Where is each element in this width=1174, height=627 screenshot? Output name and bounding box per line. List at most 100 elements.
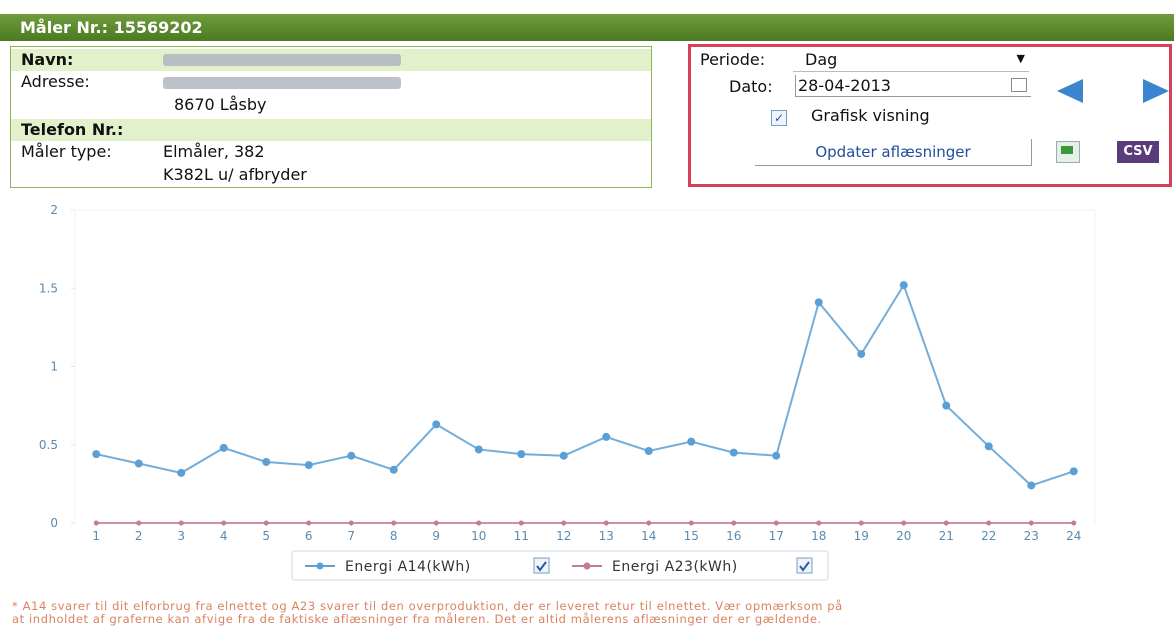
series-point (943, 520, 949, 526)
series-point (1071, 520, 1077, 526)
series-point (263, 520, 269, 526)
navn-label: Navn: (21, 50, 74, 69)
periode-select[interactable]: Dag ▼ (793, 49, 1029, 72)
update-button[interactable]: Opdater aflæsninger (755, 139, 1032, 166)
x-tick-label: 12 (556, 529, 571, 543)
x-tick-label: 7 (347, 529, 355, 543)
x-tick-label: 3 (177, 529, 185, 543)
series-point (134, 459, 143, 468)
series-point (262, 457, 271, 466)
adresse-row-2: 8670 Låsby (11, 94, 651, 116)
series-point (688, 520, 694, 526)
grafisk-label: Grafisk visning (811, 106, 930, 125)
legend-checkbox[interactable] (796, 557, 813, 574)
dato-value: 28-04-2013 (798, 76, 891, 95)
series-point (814, 298, 823, 307)
series-point (984, 442, 993, 451)
nav-arrows (1057, 79, 1169, 103)
series-point (942, 401, 951, 410)
dato-input[interactable]: 28-04-2013 (795, 75, 1031, 97)
x-tick-label: 6 (305, 529, 313, 543)
check-mark (536, 561, 547, 572)
x-tick-label: 16 (726, 529, 741, 543)
series-point (219, 443, 228, 452)
y-tick-label: 1.5 (39, 281, 58, 295)
series-point (474, 445, 483, 454)
series-point (221, 520, 227, 526)
legend-marker (583, 562, 591, 570)
x-tick-label: 21 (939, 529, 954, 543)
x-tick-label: 22 (981, 529, 996, 543)
x-tick-label: 2 (135, 529, 143, 543)
periode-value: Dag (805, 50, 838, 69)
legend-label: Energi A14(kWh) (345, 559, 471, 575)
series-point (816, 520, 822, 526)
x-tick-label: 1 (92, 529, 100, 543)
y-tick-label: 0.5 (39, 438, 58, 452)
series-point (391, 520, 397, 526)
x-tick-label: 17 (769, 529, 784, 543)
redacted (163, 77, 401, 89)
series-point (517, 450, 526, 459)
y-tick-label: 0 (50, 516, 58, 530)
x-tick-label: 19 (854, 529, 869, 543)
info-panel: Navn: Adresse: 8670 Låsby Telefon Nr.: M… (10, 46, 652, 188)
calendar-icon[interactable] (1011, 78, 1027, 92)
x-tick-label: 23 (1024, 529, 1039, 543)
footnote: * A14 svarer til dit elforbrug fra elnet… (12, 599, 843, 613)
series-point (92, 450, 101, 459)
x-tick-label: 8 (390, 529, 398, 543)
series-point (93, 520, 99, 526)
x-tick-label: 15 (684, 529, 699, 543)
grafisk-checkbox[interactable]: ✓ (771, 110, 787, 126)
x-tick-label: 4 (220, 529, 228, 543)
series-point (858, 520, 864, 526)
series-point (136, 520, 142, 526)
dropdown-arrow: ▼ (1016, 52, 1025, 65)
series-point (772, 451, 781, 460)
dato-label: Dato: (729, 77, 773, 96)
series-point (644, 447, 653, 456)
next-arrow[interactable] (1143, 79, 1169, 103)
y-tick-label: 2 (50, 203, 58, 217)
adresse-line2: 8670 Låsby (174, 95, 267, 114)
telefon-label: Telefon Nr.: (21, 120, 124, 139)
periode-label: Periode: (700, 50, 766, 69)
series-point (348, 520, 354, 526)
footnote: at indholdet af graferne kan afvige fra … (12, 612, 822, 626)
x-tick-label: 9 (432, 529, 440, 543)
series-point (432, 420, 441, 429)
series-point (518, 520, 524, 526)
maaler-type-2: K382L u/ afbryder (163, 165, 307, 184)
x-tick-label: 14 (641, 529, 656, 543)
series-point (773, 520, 779, 526)
redacted (163, 54, 401, 66)
x-tick-label: 5 (262, 529, 270, 543)
excel-icon[interactable] (1056, 141, 1080, 163)
legend-box (291, 550, 829, 581)
series-point (857, 349, 866, 358)
legend-label: Energi A23(kWh) (612, 559, 738, 575)
csv-icon[interactable]: CSV (1117, 141, 1159, 163)
maaler-row-2: K382L u/ afbryder (11, 164, 651, 186)
series-point (1027, 481, 1036, 490)
y-tick-label: 1 (50, 360, 58, 374)
x-tick-label: 10 (471, 529, 486, 543)
series-line (96, 282, 1075, 487)
series-point (731, 520, 737, 526)
legend-checkbox[interactable] (533, 557, 550, 574)
series-point (602, 432, 611, 441)
series-point (899, 281, 908, 290)
x-tick-label: 24 (1066, 529, 1081, 543)
maaler-type-label: Måler type: (21, 142, 112, 161)
series-point (306, 520, 312, 526)
series-point (177, 468, 186, 477)
series-point (304, 461, 313, 470)
series-point (561, 520, 567, 526)
prev-arrow[interactable] (1057, 79, 1083, 103)
telefon-row: Telefon Nr.: (11, 119, 651, 141)
maaler-type: Elmåler, 382 (163, 142, 265, 161)
maaler-row: Måler type: Elmåler, 382 (11, 141, 651, 163)
series-point (178, 520, 184, 526)
